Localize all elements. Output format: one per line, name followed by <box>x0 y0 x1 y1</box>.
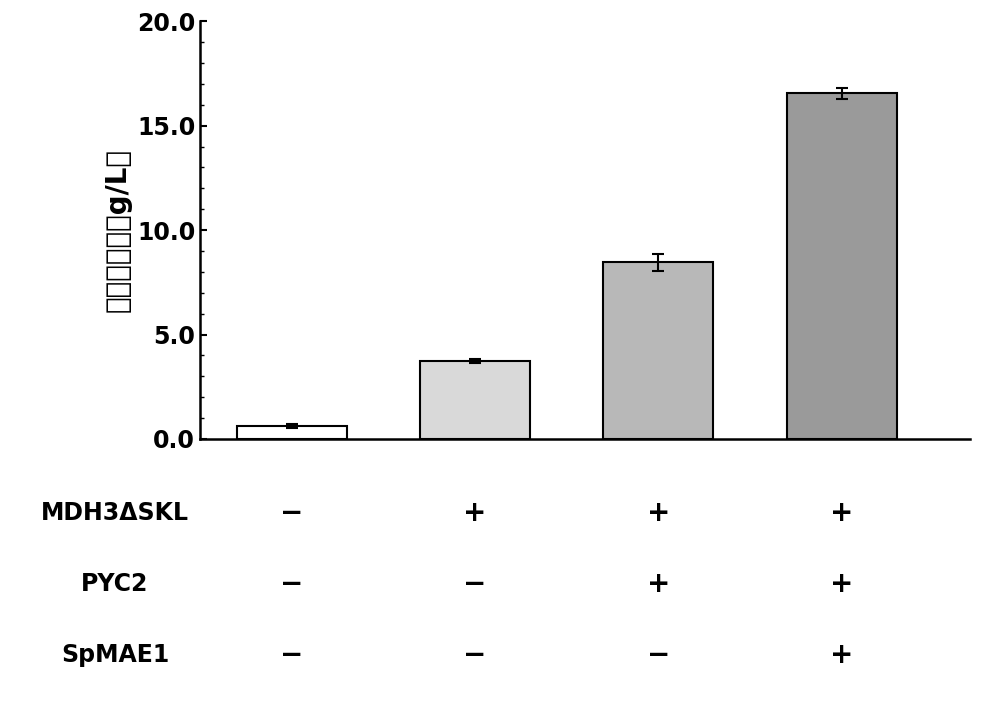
Text: PYC2: PYC2 <box>81 572 149 596</box>
Bar <box>420 360 530 439</box>
Text: −: − <box>647 641 670 669</box>
Text: +: + <box>463 499 487 527</box>
Text: −: − <box>463 570 487 598</box>
Bar <box>237 426 347 439</box>
Text: +: + <box>830 570 853 598</box>
Text: −: − <box>463 641 487 669</box>
Text: −: − <box>280 641 303 669</box>
Text: +: + <box>830 641 853 669</box>
Text: −: − <box>280 570 303 598</box>
Text: −: − <box>280 499 303 527</box>
Text: +: + <box>647 499 670 527</box>
Text: +: + <box>830 499 853 527</box>
Text: SpMAE1: SpMAE1 <box>61 643 169 667</box>
Y-axis label: 苹果酸产量（g/L）: 苹果酸产量（g/L） <box>103 148 131 312</box>
Bar <box>787 93 897 439</box>
Bar <box>603 263 713 439</box>
Text: +: + <box>647 570 670 598</box>
Text: MDH3ΔSKL: MDH3ΔSKL <box>41 501 189 525</box>
